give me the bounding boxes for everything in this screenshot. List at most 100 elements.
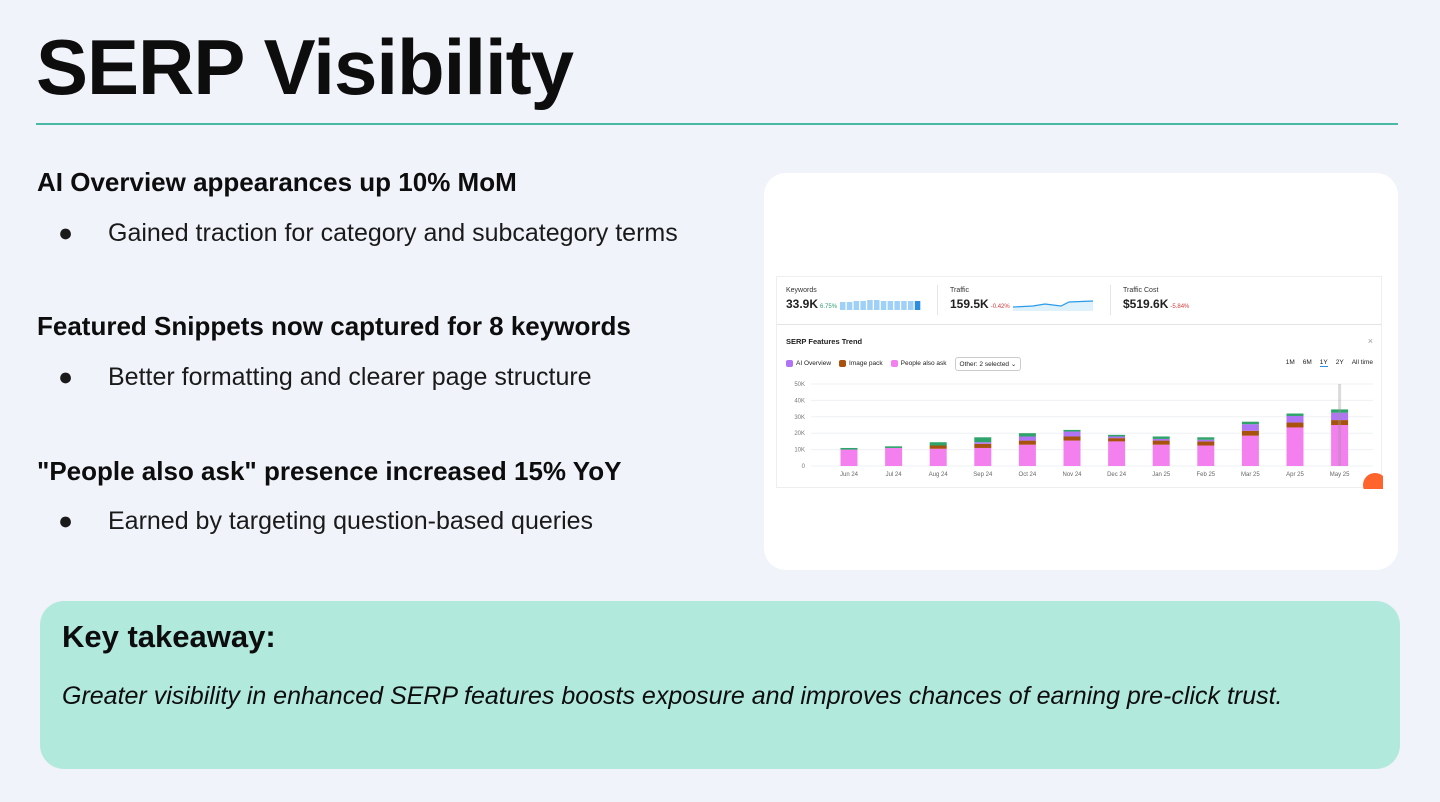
bar-segment — [885, 447, 903, 466]
mini-bar — [853, 301, 860, 311]
traffic-sparkline — [1013, 300, 1094, 311]
bar-segment — [1108, 436, 1126, 439]
bullet-text: Earned by targeting question-based queri… — [108, 507, 594, 535]
divider — [777, 324, 1381, 325]
bar-segment — [1286, 413, 1304, 416]
section-heading: Featured Snippets now captured for 8 key… — [37, 311, 631, 341]
bar-segment — [1331, 409, 1349, 413]
x-tick-label: May 25 — [1330, 472, 1350, 478]
x-tick-label: Jan 25 — [1152, 472, 1171, 478]
bullet-item: ● Earned by targeting question-based quer… — [58, 507, 593, 536]
mini-bar — [901, 301, 908, 311]
bar-segment — [1197, 439, 1215, 442]
bar-segment — [929, 448, 947, 466]
bar-segment — [1331, 420, 1349, 425]
y-tick-label: 50K — [794, 382, 805, 388]
bar-segment — [1108, 434, 1126, 437]
y-tick-label: 30K — [794, 415, 805, 421]
y-tick-label: 10K — [794, 448, 805, 454]
bar-segment — [1108, 438, 1126, 442]
bullet-icon: ● — [58, 507, 74, 535]
metric-change: -5.84% — [1170, 304, 1190, 310]
bar-segment — [974, 443, 992, 448]
legend-ai-overview[interactable]: AI Overview — [786, 360, 832, 368]
x-tick-label: Jul 24 — [886, 472, 903, 478]
bar-segment — [1241, 435, 1259, 466]
bar-segment — [1063, 431, 1081, 437]
bar-segment — [974, 437, 992, 443]
close-icon[interactable]: × — [1367, 336, 1373, 346]
page-title: SERP Visibility — [36, 23, 574, 111]
checkbox-icon[interactable] — [839, 360, 847, 368]
bar-segment — [1197, 441, 1215, 446]
bar-segment — [1152, 440, 1170, 445]
mini-bar — [887, 301, 894, 311]
range-6m[interactable]: 6M — [1302, 359, 1312, 366]
section-heading: "People also ask" presence increased 15%… — [37, 456, 622, 486]
x-tick-label: Oct 24 — [1019, 472, 1037, 478]
bullet-item: ● Better formatting and clearer page stru… — [58, 363, 592, 392]
bar-segment — [1331, 412, 1349, 421]
metric-value: 33.9K — [786, 297, 819, 311]
metric-change: -0.42% — [990, 304, 1010, 310]
bar-segment — [1286, 427, 1304, 466]
range-2y[interactable]: 2Y — [1335, 359, 1344, 366]
mini-bar — [860, 301, 867, 311]
bar-segment — [974, 447, 992, 466]
metric-label: Keywords — [786, 287, 817, 294]
legend-label: Image pack — [849, 360, 883, 368]
bar-segment — [1018, 433, 1036, 437]
mini-bar — [915, 301, 921, 311]
legend-label: AI Overview — [796, 360, 832, 368]
range-1m[interactable]: 1M — [1285, 359, 1295, 366]
bullet-icon: ● — [58, 219, 74, 247]
bar-segment — [885, 446, 903, 448]
mini-bar — [840, 302, 846, 311]
metric-traffic-cost: Traffic Cost $519.6K -5.84% — [1123, 287, 1189, 311]
hover-cursor — [1338, 384, 1342, 466]
takeaway-heading: Key takeaway: — [62, 619, 276, 654]
legend: AI Overview Image pack People also ask O… — [786, 357, 1022, 371]
metric-change: 6.75% — [820, 304, 838, 310]
x-tick-label: Nov 24 — [1062, 472, 1082, 478]
other-dropdown[interactable]: Other: 2 selected ⌄ — [954, 357, 1022, 371]
key-takeaway-box: Key takeaway: Greater visibility in enha… — [40, 601, 1400, 769]
bullet-icon: ● — [58, 363, 74, 391]
checkbox-icon[interactable] — [890, 360, 898, 368]
metric-value: $519.6K — [1123, 297, 1169, 311]
metric-traffic: Traffic 159.5K -0.42% — [950, 287, 1095, 311]
bar-segment — [840, 447, 858, 450]
bar-segment — [1063, 429, 1081, 432]
bar-segment — [1063, 440, 1081, 466]
takeaway-text: Greater visibility in enhanced SERP feat… — [62, 682, 1283, 710]
x-tick-label: Dec 24 — [1107, 472, 1127, 478]
checkbox-icon[interactable] — [786, 360, 793, 368]
bar-segment — [1152, 444, 1170, 466]
bar-segment — [1241, 424, 1259, 431]
bar-segment — [1063, 436, 1081, 441]
bar-segment — [1152, 436, 1170, 439]
serp-features-chart: 0 10K 20K 30K 40K 50K Jun 24 Jul 24 Aug 24 Sep 24… — [794, 382, 1383, 489]
metric-keywords: Keywords 33.9K 6.75% — [786, 287, 922, 311]
range-1y[interactable]: 1Y — [1319, 359, 1328, 367]
x-tick-label: Feb 25 — [1196, 472, 1215, 478]
bar-segment — [1241, 430, 1259, 436]
bar-segment — [1018, 440, 1036, 445]
keywords-mini-bars — [840, 300, 921, 311]
range-all-time[interactable]: All time — [1351, 359, 1373, 366]
legend-image-pack[interactable]: Image pack — [839, 360, 883, 368]
legend-people-also-ask[interactable]: People also ask — [890, 360, 947, 368]
x-tick-label: Aug 24 — [929, 472, 949, 478]
divider — [937, 285, 938, 315]
mini-bar — [847, 302, 853, 311]
bullet-text: Better formatting and clearer page struc… — [108, 363, 592, 391]
mini-bar — [874, 300, 880, 311]
bar-segment — [974, 442, 992, 444]
bar-segment — [1018, 444, 1036, 466]
help-icon[interactable] — [1363, 473, 1383, 489]
y-tick-label: 20K — [794, 431, 805, 437]
bar-segment — [1108, 441, 1126, 466]
metric-label: Traffic — [950, 287, 970, 294]
panel-title: SERP Features Trend — [786, 337, 863, 346]
bar-segment — [1018, 436, 1036, 441]
